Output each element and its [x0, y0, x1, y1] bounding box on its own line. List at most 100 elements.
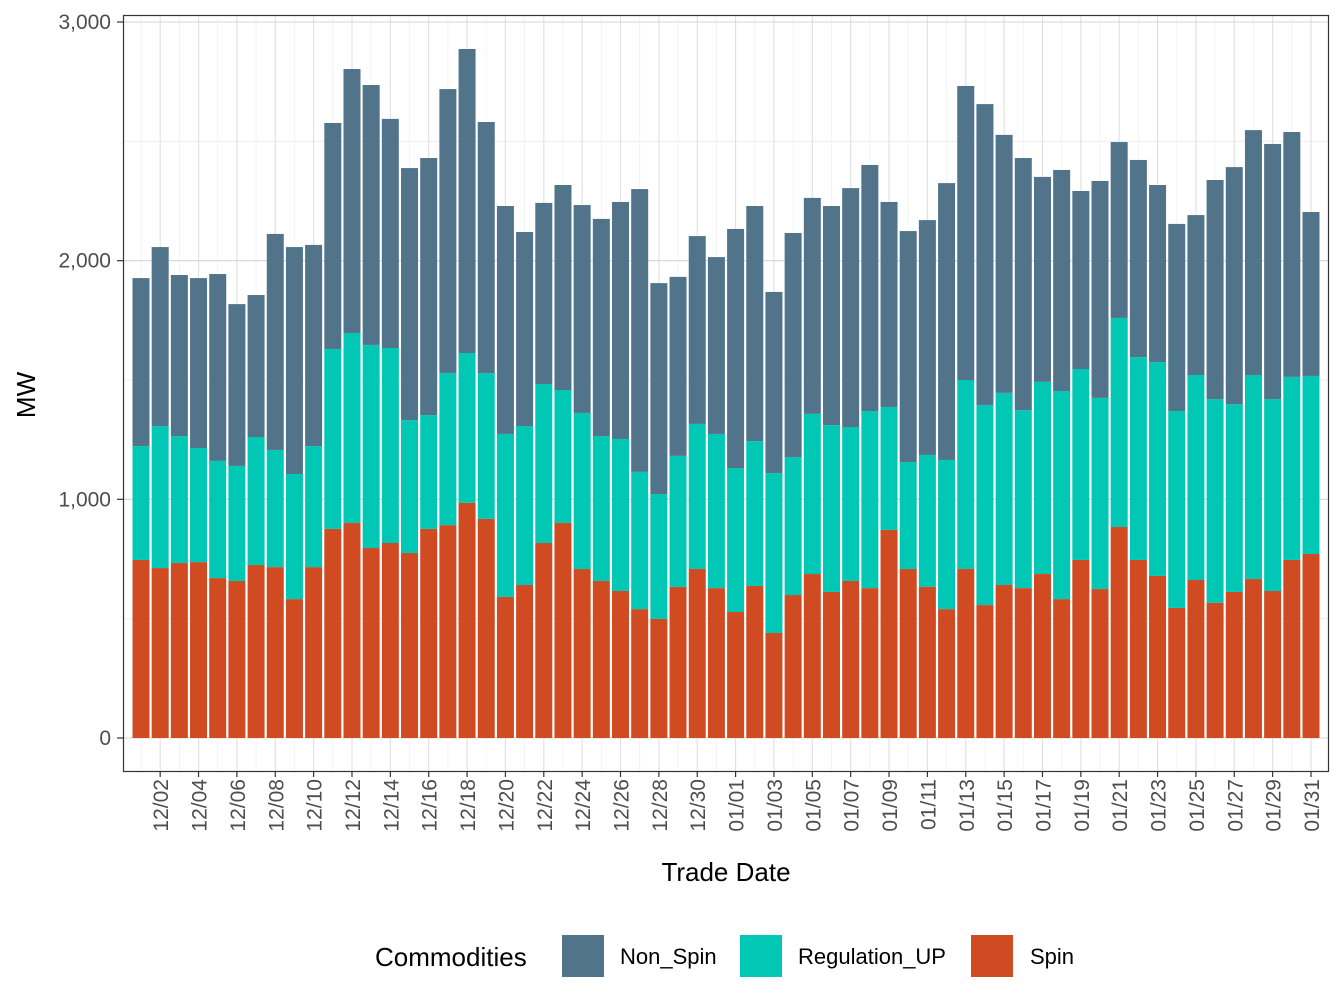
- bar-spin-12-07: [247, 564, 265, 738]
- bar-non_spin-12-21: [516, 232, 534, 427]
- bar-regulation_up-12-31: [707, 433, 725, 589]
- bar-regulation_up-01-25: [1187, 374, 1205, 581]
- bar-spin-01-05: [803, 574, 821, 738]
- bar-spin-01-12: [938, 609, 956, 738]
- bar-spin-12-30: [688, 569, 706, 738]
- x-tick-label: 01/03: [764, 779, 787, 832]
- bar-spin-12-08: [266, 567, 284, 738]
- bar-non_spin-12-19: [477, 122, 495, 374]
- bar-non_spin-01-05: [803, 197, 821, 414]
- bar-non_spin-12-05: [209, 274, 227, 461]
- x-tick-label: 01/09: [879, 779, 902, 832]
- bar-non_spin-12-31: [707, 257, 725, 434]
- bar-spin-12-31: [707, 588, 725, 738]
- x-tick-label: 01/07: [841, 779, 864, 832]
- bar-spin-01-19: [1072, 559, 1090, 738]
- bar-non_spin-12-20: [496, 206, 514, 434]
- bar-spin-01-14: [976, 605, 994, 738]
- bar-regulation_up-01-28: [1244, 374, 1262, 580]
- bar-regulation_up-01-23: [1149, 362, 1167, 576]
- bar-spin-01-20: [1091, 589, 1109, 738]
- x-tick-label: 12/18: [457, 779, 480, 832]
- bar-regulation_up-01-09: [880, 406, 898, 530]
- bar-regulation_up-01-08: [861, 411, 879, 589]
- bar-spin-01-24: [1168, 607, 1186, 738]
- bar-spin-01-03: [765, 632, 783, 738]
- bar-regulation_up-12-29: [669, 455, 687, 587]
- bar-regulation_up-01-05: [803, 413, 821, 575]
- y-tick-label: 3,000: [58, 11, 111, 34]
- bar-regulation_up-01-31: [1302, 375, 1320, 554]
- bar-non_spin-12-26: [612, 201, 630, 439]
- bar-spin-01-04: [784, 595, 802, 738]
- bar-spin-12-21: [516, 585, 534, 738]
- bar-regulation_up-12-09: [285, 474, 303, 600]
- bar-non_spin-01-01: [727, 228, 745, 469]
- bar-regulation_up-01-20: [1091, 397, 1109, 590]
- bar-spin-12-20: [496, 596, 514, 738]
- bar-regulation_up-12-18: [458, 353, 476, 503]
- bar-non_spin-01-30: [1283, 132, 1301, 377]
- y-axis-title: MW: [11, 371, 41, 418]
- bar-spin-01-09: [880, 529, 898, 738]
- bar-non_spin-12-07: [247, 295, 265, 438]
- bar-regulation_up-12-15: [401, 420, 419, 554]
- bar-non_spin-12-18: [458, 48, 476, 354]
- x-tick-label: 12/12: [342, 779, 365, 832]
- bar-non_spin-12-16: [420, 158, 438, 416]
- bar-spin-01-22: [1129, 559, 1147, 738]
- bar-spin-01-13: [957, 569, 975, 738]
- bar-non_spin-12-27: [631, 189, 649, 472]
- bar-regulation_up-01-01: [727, 468, 745, 612]
- bar-regulation_up-01-21: [1110, 317, 1128, 528]
- bar-regulation_up-12-03: [170, 436, 188, 564]
- bar-spin-12-03: [170, 563, 188, 738]
- bar-non_spin-01-20: [1091, 180, 1109, 398]
- bar-non_spin-12-24: [573, 205, 591, 413]
- bar-regulation_up-01-29: [1264, 399, 1282, 591]
- bar-non_spin-12-08: [266, 233, 284, 450]
- y-tick-label: 2,000: [58, 250, 111, 273]
- x-tick-label: 12/28: [649, 779, 672, 832]
- bar-regulation_up-01-02: [746, 441, 764, 586]
- bar-regulation_up-01-07: [842, 427, 860, 581]
- bar-regulation_up-01-24: [1168, 411, 1186, 608]
- bar-spin-12-01: [132, 559, 150, 738]
- bar-regulation_up-12-01: [132, 446, 150, 560]
- bar-non_spin-12-09: [285, 247, 303, 475]
- bar-non_spin-01-28: [1244, 130, 1262, 375]
- bar-regulation_up-12-28: [650, 494, 668, 619]
- bar-non_spin-01-17: [1033, 176, 1051, 382]
- bar-spin-01-11: [918, 586, 936, 738]
- bar-regulation_up-01-15: [995, 392, 1013, 586]
- bar-non_spin-01-02: [746, 206, 764, 442]
- bar-regulation_up-12-22: [535, 384, 553, 544]
- bar-spin-12-25: [592, 580, 610, 738]
- bar-spin-01-02: [746, 585, 764, 738]
- bar-non_spin-12-02: [151, 247, 169, 427]
- bar-spin-01-01: [727, 611, 745, 738]
- bar-spin-12-05: [209, 578, 227, 738]
- bar-non_spin-12-28: [650, 283, 668, 495]
- bar-non_spin-01-08: [861, 164, 879, 412]
- bar-spin-01-06: [822, 591, 840, 738]
- bar-regulation_up-12-10: [305, 446, 323, 568]
- bar-non_spin-12-06: [228, 304, 246, 466]
- bar-spin-01-15: [995, 585, 1013, 738]
- bar-regulation_up-12-05: [209, 460, 227, 579]
- bar-non_spin-12-23: [554, 185, 572, 391]
- bar-spin-01-08: [861, 588, 879, 738]
- bar-spin-12-06: [228, 580, 246, 738]
- bar-non_spin-01-07: [842, 188, 860, 428]
- bar-spin-12-19: [477, 518, 495, 738]
- bar-regulation_up-01-06: [822, 425, 840, 592]
- bar-regulation_up-12-17: [439, 373, 457, 526]
- x-tick-label: 01/05: [802, 779, 825, 832]
- bar-non_spin-01-04: [784, 232, 802, 458]
- x-tick-label: 01/15: [994, 779, 1017, 832]
- bar-spin-01-29: [1264, 590, 1282, 738]
- x-tick-label: 01/17: [1032, 779, 1055, 832]
- bar-regulation_up-01-18: [1053, 390, 1071, 600]
- bar-regulation_up-12-08: [266, 449, 284, 568]
